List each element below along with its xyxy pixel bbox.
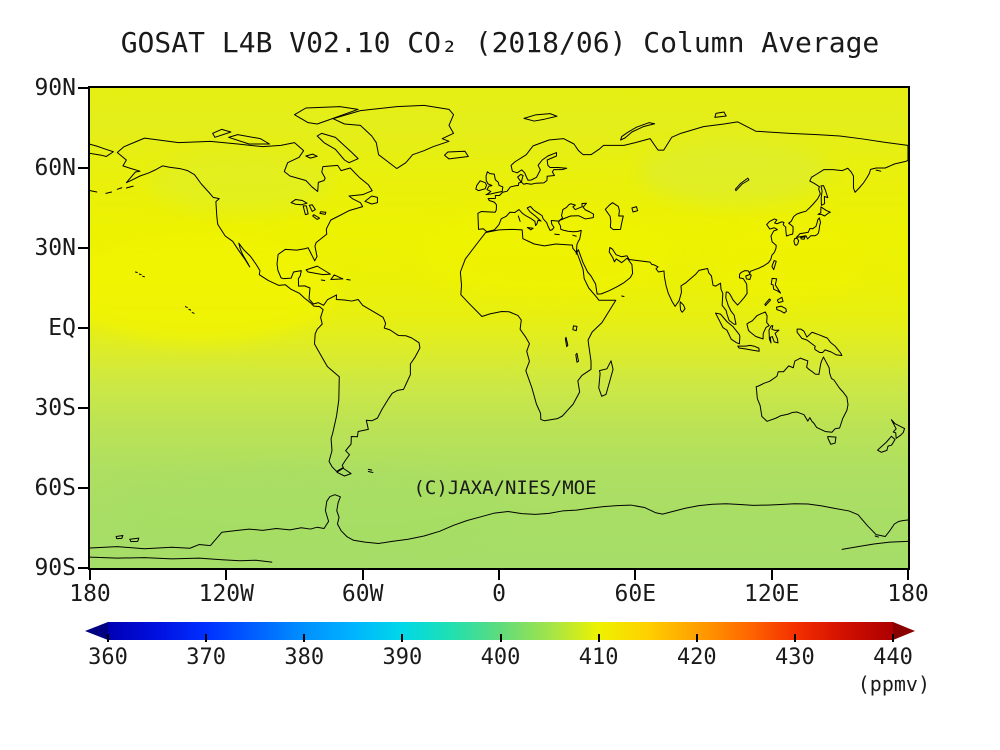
xco2-field-anomaly-blobs — [90, 141, 870, 548]
world-map-plot — [90, 88, 908, 568]
indonesia-coastline — [716, 312, 842, 355]
lon-tick — [907, 570, 909, 580]
lat-tick — [78, 167, 89, 169]
attribution-text: (C)JAXA/NIES/MOE — [413, 477, 597, 499]
antarctica-coastline — [90, 495, 908, 549]
colorbar-label-390: 390 — [382, 645, 423, 670]
colorbar-tick — [892, 634, 894, 642]
colorbar-label-430: 430 — [775, 645, 815, 670]
lon-label-120w: 120W — [198, 581, 254, 607]
colorbar-tick — [303, 634, 306, 642]
iceland-coastline — [444, 151, 468, 159]
greenland-coastline — [333, 105, 453, 168]
lat-tick — [78, 327, 89, 329]
lat-label-60n: 60N — [34, 155, 76, 181]
caspian-aral-coastline — [605, 203, 637, 230]
lat-label-60s: 60S — [34, 475, 76, 501]
small-islands — [90, 170, 881, 470]
lat-label-90s: 90S — [34, 555, 76, 581]
colorbar-unit-label: (ppmv) — [857, 672, 930, 696]
lon-tick — [498, 570, 500, 580]
lat-label-30n: 30N — [34, 235, 76, 261]
lat-label-90n: 90N — [34, 75, 76, 101]
new-zealand-coastline — [878, 420, 905, 453]
plot-frame — [88, 86, 910, 570]
colorbar-right-arrow — [893, 622, 915, 640]
chukotka-left-edge-coastline — [90, 144, 113, 156]
colorbar-tick — [793, 634, 796, 642]
colorbar-label-360: 360 — [88, 645, 128, 670]
americas-coastline — [117, 138, 420, 471]
colorbar-label-370: 370 — [186, 645, 226, 670]
colorbar-label-400: 400 — [480, 645, 521, 670]
svalbard-coastline — [524, 114, 557, 121]
sri-lanka-coastline — [680, 302, 685, 312]
lon-tick — [361, 570, 364, 580]
africa-coastline — [460, 229, 615, 420]
colorbar-tick — [401, 634, 404, 642]
tasmania-coastline — [828, 437, 836, 445]
canadian-arctic-islands-coastline — [213, 107, 358, 163]
australia-coastline — [756, 357, 848, 432]
caribbean-islands-coastline — [306, 266, 350, 280]
lat-tick — [78, 247, 89, 249]
madagascar-coastline — [599, 361, 613, 396]
coastlines — [90, 105, 908, 562]
colorbar-label-440: 440 — [873, 645, 913, 670]
lon-label-0: 0 — [492, 581, 506, 607]
lat-tick — [78, 567, 89, 569]
colorbar-tick — [499, 634, 502, 642]
african-lakes — [565, 326, 578, 362]
lon-tick — [225, 570, 228, 580]
great-lakes — [291, 199, 326, 219]
antarctic-islands — [116, 535, 878, 541]
japan-coastline — [794, 207, 830, 245]
sakhalin-coastline — [821, 186, 828, 206]
colorbar-label-420: 420 — [676, 645, 717, 670]
lat-tick — [78, 87, 89, 89]
lake-baikal — [735, 178, 749, 191]
ross-ice-shelf-edge — [90, 541, 908, 562]
lat-label-eq: EQ — [48, 315, 76, 341]
colorbar-label-380: 380 — [284, 645, 325, 670]
novaya-zemlya-coastline — [621, 112, 727, 140]
newfoundland-coastline — [365, 196, 377, 204]
lat-label-30s: 30S — [34, 395, 76, 421]
tierra-del-fuego-coastline — [337, 468, 373, 476]
lon-tick — [770, 570, 773, 580]
figure-title: GOSAT L4B V02.10 CO₂ (2018/06) Column Av… — [120, 26, 880, 59]
lon-label-180e: 180 — [887, 581, 929, 607]
colorbar-tick — [597, 634, 600, 642]
lon-label-180w: 180 — [69, 581, 111, 607]
philippines-coastline — [765, 278, 787, 313]
colorbar-tick — [205, 634, 208, 642]
lat-tick — [78, 407, 89, 409]
lon-label-120e: 120E — [743, 581, 800, 607]
colorbar-tick — [695, 634, 698, 642]
eurasia-coastline — [478, 122, 908, 324]
colorbar-label-410: 410 — [578, 645, 619, 670]
taiwan-hainan-coastline — [746, 261, 776, 280]
lon-tick — [89, 570, 91, 580]
lon-tick — [634, 570, 637, 580]
colorbar-tick — [107, 634, 109, 642]
lon-label-60e: 60E — [614, 581, 657, 607]
lon-label-60w: 60W — [341, 581, 384, 607]
britain-ireland-coastline — [476, 172, 503, 195]
colorbar-left-arrow — [85, 622, 108, 640]
lat-tick — [78, 487, 89, 489]
